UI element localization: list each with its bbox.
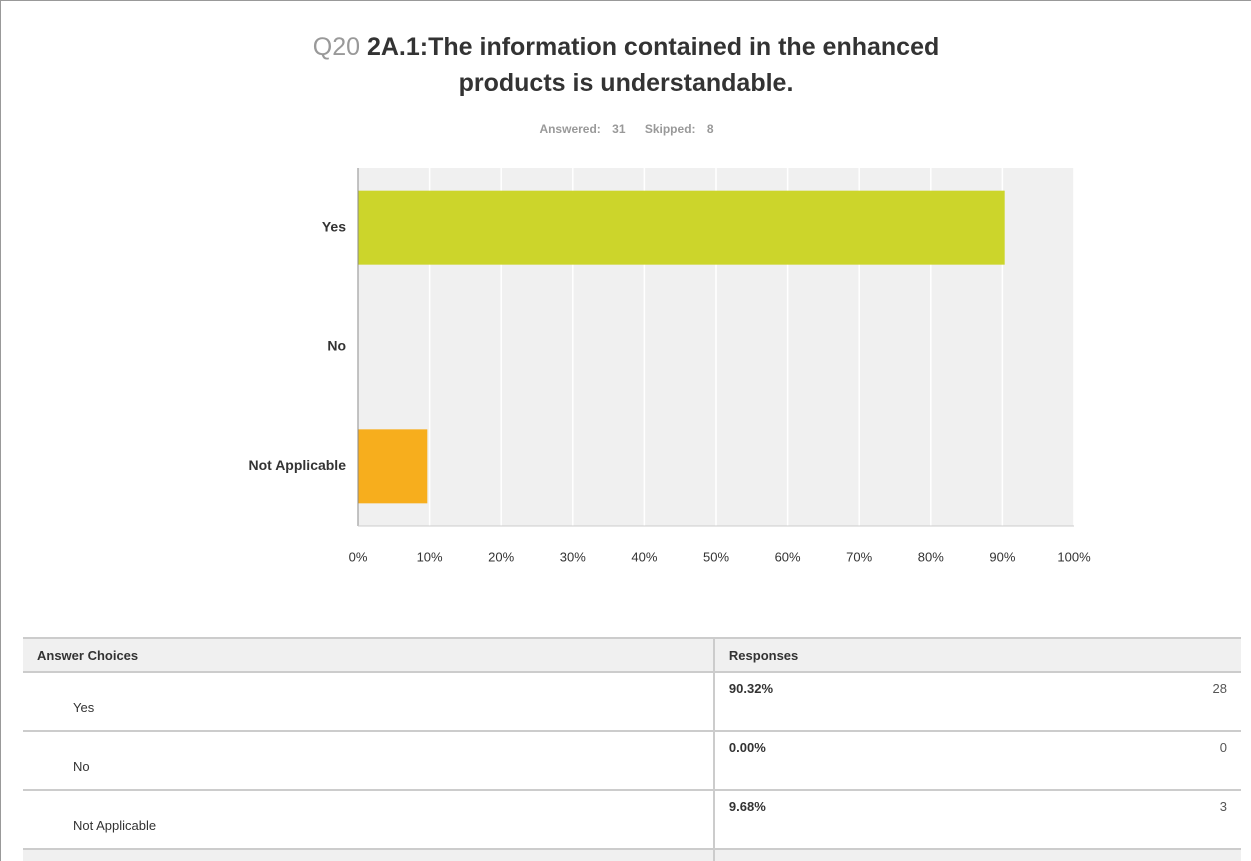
count: 3 bbox=[1042, 789, 1241, 850]
table-row: No 0.00% 0 bbox=[23, 730, 1241, 791]
x-tick-label: 100% bbox=[1057, 549, 1091, 564]
count: 28 bbox=[1042, 671, 1241, 732]
percent: 9.68% bbox=[713, 789, 1043, 850]
y-tick-label: No bbox=[327, 338, 346, 354]
total-label: Total bbox=[23, 848, 715, 861]
title-text: 2A.1:The information contained in the en… bbox=[366, 33, 940, 97]
chart-title: Q20 2A.1:The information contained in th… bbox=[301, 29, 951, 101]
x-tick-label: 60% bbox=[775, 549, 801, 564]
total-blank bbox=[713, 848, 1043, 861]
bar bbox=[358, 190, 1005, 265]
table-row: Yes 90.32% 28 bbox=[23, 671, 1241, 732]
total-count: 31 bbox=[1042, 848, 1241, 861]
answered-label: Answered: bbox=[539, 122, 601, 136]
answered-count: 31 bbox=[612, 122, 626, 136]
skipped: Skipped: 8 bbox=[641, 122, 718, 136]
choice: Not Applicable bbox=[23, 789, 715, 850]
table-header: Answer Choices Responses bbox=[23, 637, 1241, 673]
header-cell: Answer Choices bbox=[23, 637, 715, 673]
y-tick-label: Yes bbox=[322, 218, 346, 234]
x-tick-label: 90% bbox=[989, 549, 1015, 564]
question-number: Q20 bbox=[312, 33, 361, 61]
x-tick-label: 40% bbox=[631, 549, 657, 564]
count: 0 bbox=[1042, 730, 1241, 791]
table-total: Total 31 bbox=[23, 848, 1241, 861]
x-tick-label: 30% bbox=[560, 549, 586, 564]
x-tick-label: 80% bbox=[918, 549, 944, 564]
results-table: Answer Choices Responses Yes 90.32% 28 N… bbox=[23, 637, 1241, 861]
percent: 0.00% bbox=[713, 730, 1043, 791]
table-row: Not Applicable 9.68% 3 bbox=[23, 789, 1241, 850]
x-tick-label: 10% bbox=[417, 549, 443, 564]
x-tick-label: 70% bbox=[846, 549, 872, 564]
response-summary: Answered: 31 Skipped: 8 bbox=[1, 122, 1251, 136]
x-tick-label: 20% bbox=[488, 549, 514, 564]
header-cell: Responses bbox=[713, 637, 1241, 673]
y-tick-label: Not Applicable bbox=[249, 457, 347, 473]
choice: No bbox=[23, 730, 715, 791]
x-tick-label: 0% bbox=[349, 549, 368, 564]
answered: Answered: 31 bbox=[535, 122, 629, 136]
bar bbox=[358, 429, 428, 504]
x-tick-label: 50% bbox=[703, 549, 729, 564]
choice: Yes bbox=[23, 671, 715, 732]
percent: 90.32% bbox=[713, 671, 1043, 732]
chart: 0% 10% 20% 30% 40% 50% 60% 70% 80% 90% 100% Yes No No… bbox=[249, 168, 1091, 564]
skipped-count: 8 bbox=[706, 122, 714, 136]
skipped-label: Skipped: bbox=[644, 122, 696, 136]
